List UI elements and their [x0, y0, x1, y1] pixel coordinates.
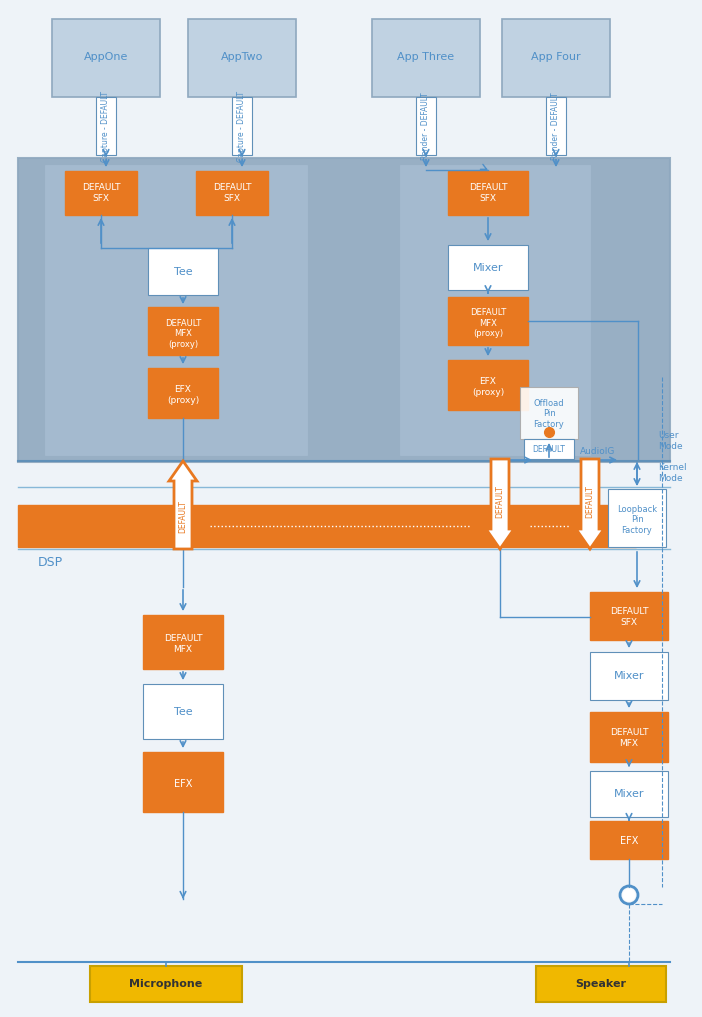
Text: Kernel
Mode: Kernel Mode [658, 464, 687, 483]
Text: Mixer: Mixer [472, 263, 503, 273]
Text: DEFAULT
MFX: DEFAULT MFX [610, 728, 648, 747]
Text: DEFAULT: DEFAULT [496, 485, 505, 519]
Bar [148, 368, 218, 418]
Bar [590, 821, 668, 859]
Text: Render - DEFAULT: Render - DEFAULT [552, 93, 560, 160]
Text: EFX: EFX [620, 836, 638, 846]
Text: Loopback
Pin
Factory: Loopback Pin Factory [617, 505, 657, 535]
Bar [96, 97, 116, 155]
Text: App Four: App Four [531, 52, 581, 62]
Bar [520, 387, 578, 439]
Bar [400, 165, 590, 455]
Bar [524, 439, 574, 459]
Bar [502, 19, 610, 97]
Text: DEFAULT: DEFAULT [178, 500, 187, 534]
Bar [448, 360, 528, 410]
Text: Mixer: Mixer [614, 789, 644, 799]
Text: Microphone: Microphone [129, 979, 203, 989]
Text: DEFAULT
SFX: DEFAULT SFX [469, 183, 508, 202]
Text: Tee: Tee [173, 267, 192, 277]
Text: DEFAULT
SFX: DEFAULT SFX [610, 607, 648, 626]
Text: EFX: EFX [174, 779, 192, 789]
Text: AppOne: AppOne [84, 52, 128, 62]
Text: Capture - DEFAULT: Capture - DEFAULT [102, 91, 110, 162]
Text: DEFAULT
SFX: DEFAULT SFX [213, 183, 251, 202]
Bar [18, 505, 636, 547]
Bar [448, 297, 528, 345]
Bar [143, 684, 223, 739]
Text: DEFAULT: DEFAULT [533, 444, 565, 454]
Text: Speaker: Speaker [576, 979, 626, 989]
FancyArrow shape [169, 461, 197, 549]
Text: EFX
(proxy): EFX (proxy) [167, 385, 199, 405]
Bar [372, 19, 480, 97]
Text: Tee: Tee [173, 707, 192, 717]
Text: DEFAULT
MFX: DEFAULT MFX [164, 635, 202, 654]
Bar [148, 307, 218, 355]
Bar [416, 97, 436, 155]
Text: DSP: DSP [37, 555, 62, 569]
Bar [448, 245, 528, 290]
Text: Mixer: Mixer [614, 671, 644, 681]
Bar [148, 248, 218, 295]
Bar [188, 19, 296, 97]
Bar [546, 97, 566, 155]
Bar [232, 97, 252, 155]
Bar [590, 771, 668, 817]
Bar [590, 652, 668, 700]
Bar [590, 712, 668, 762]
Text: DEFAULT: DEFAULT [585, 485, 595, 519]
Bar [590, 592, 668, 640]
FancyArrow shape [486, 459, 514, 549]
Bar [143, 615, 223, 669]
Text: DEFAULT
SFX: DEFAULT SFX [81, 183, 120, 202]
FancyArrow shape [576, 459, 604, 549]
Text: Render - DEFAULT: Render - DEFAULT [421, 93, 430, 160]
Text: DEFAULT
MFX
(proxy): DEFAULT MFX (proxy) [470, 308, 506, 338]
Bar [90, 966, 242, 1002]
Bar [143, 752, 223, 812]
Circle shape [623, 889, 635, 901]
Text: DEFAULT
MFX
(proxy): DEFAULT MFX (proxy) [165, 319, 201, 349]
Text: Offload
Pin
Factory: Offload Pin Factory [534, 399, 564, 429]
Text: AudioIG: AudioIG [581, 447, 616, 457]
Bar [45, 165, 307, 455]
Text: Capture - DEFAULT: Capture - DEFAULT [237, 91, 246, 162]
Bar [65, 171, 137, 215]
Text: AppTwo: AppTwo [221, 52, 263, 62]
Bar [52, 19, 160, 97]
Bar [196, 171, 268, 215]
Text: EFX
(proxy): EFX (proxy) [472, 377, 504, 397]
Bar [448, 171, 528, 215]
Bar [608, 489, 666, 547]
Bar [18, 158, 670, 462]
Text: App Three: App Three [397, 52, 455, 62]
Text: User
Mode: User Mode [658, 431, 682, 451]
Bar [536, 966, 666, 1002]
